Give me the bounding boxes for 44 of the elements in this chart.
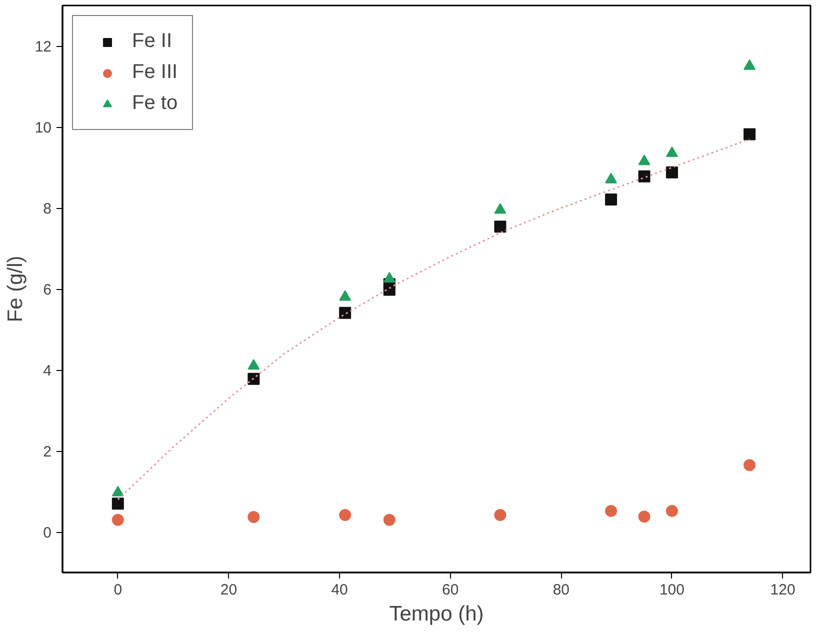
- point: [605, 172, 618, 184]
- point: [666, 146, 678, 157]
- x-tick-label: 60: [442, 582, 459, 598]
- legend-label: Fe III: [132, 61, 178, 84]
- y-tick-label: 0: [43, 524, 52, 542]
- point: [112, 514, 124, 526]
- point: [494, 509, 506, 521]
- y-axis-title: Fe (g/l): [4, 256, 27, 322]
- point: [744, 59, 756, 70]
- x-axis-title: Tempo (h): [389, 602, 484, 626]
- point: [494, 203, 506, 214]
- point: [638, 510, 650, 523]
- point: [339, 306, 352, 319]
- x-tick-label: 40: [331, 582, 348, 598]
- legend-label: Fe II: [132, 30, 172, 53]
- y-tick-label: 6: [43, 282, 52, 298]
- point: [605, 504, 618, 517]
- y-tick-label: 2: [43, 444, 52, 460]
- x-tick-label: 120: [770, 582, 796, 598]
- x-tick-label: 100: [659, 582, 684, 598]
- legend-label: Fe to: [132, 92, 178, 115]
- y-tick-label: 8: [43, 200, 52, 218]
- point: [248, 372, 260, 385]
- point: [638, 170, 650, 182]
- point: [248, 511, 260, 524]
- point: [383, 272, 396, 283]
- point: [339, 509, 352, 521]
- point: [744, 459, 756, 472]
- point: [112, 498, 124, 510]
- point: [605, 193, 618, 206]
- point: [248, 359, 260, 370]
- point: [638, 154, 650, 166]
- y-tick-label: 10: [34, 120, 52, 136]
- point: [744, 128, 756, 140]
- y-tick-label: 4: [43, 362, 52, 380]
- x-tick-label: 80: [552, 582, 570, 598]
- point: [494, 220, 506, 233]
- x-tick-label: 20: [220, 582, 238, 598]
- point: [666, 504, 678, 517]
- point: [339, 290, 352, 301]
- point: [383, 514, 396, 526]
- point: [666, 166, 678, 178]
- x-tick-label: 0: [114, 582, 122, 598]
- y-tick-label: 12: [34, 38, 52, 56]
